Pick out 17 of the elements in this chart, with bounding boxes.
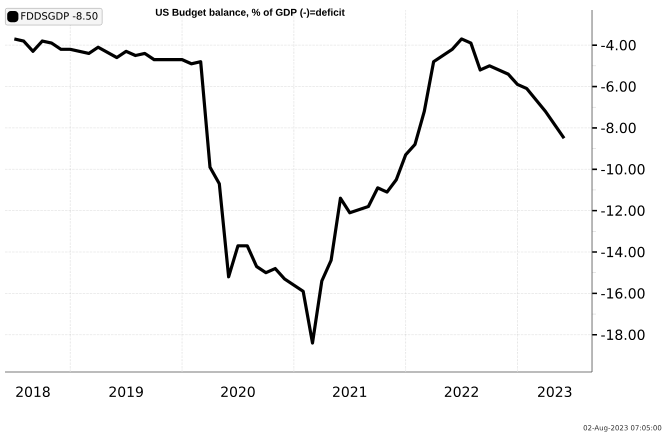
y-tick-label: -16.00 bbox=[601, 288, 645, 299]
y-tick-label: -18.00 bbox=[601, 329, 645, 340]
y-tick-label: -12.00 bbox=[601, 205, 645, 216]
y-tick-label: -4.00 bbox=[601, 40, 636, 50]
y-tick-label: -8.00 bbox=[601, 122, 636, 134]
x-tick-label: 2020 bbox=[221, 386, 255, 398]
x-tick-label: 2023 bbox=[538, 386, 572, 398]
x-tick-label: 2019 bbox=[109, 386, 143, 398]
legend-label: FDDSGDP -8.50 bbox=[21, 12, 98, 20]
chart-title: US Budget balance, % of GDP (-)=deficit bbox=[156, 8, 345, 18]
x-tick-label: 2021 bbox=[333, 386, 366, 398]
line-series bbox=[12, 37, 566, 345]
y-tick-label: -6.00 bbox=[601, 81, 636, 92]
x-tick-label: 2022 bbox=[444, 386, 478, 398]
x-tick-label: 2018 bbox=[16, 386, 50, 398]
y-tick-label: -14.00 bbox=[601, 246, 645, 258]
y-tick-label: -10.00 bbox=[601, 164, 645, 175]
